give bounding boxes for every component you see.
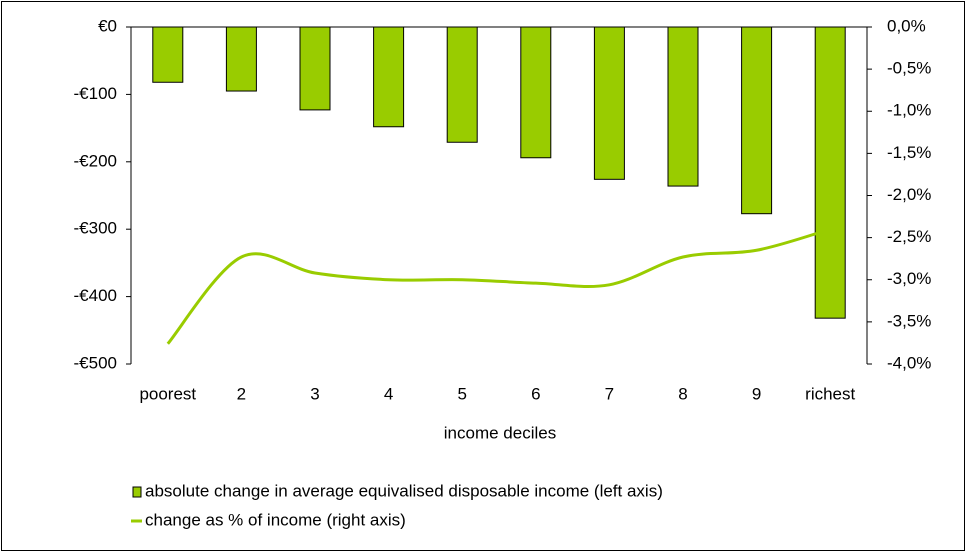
x-axis-label: income deciles — [444, 423, 556, 442]
y2-tick-label: -3,5% — [887, 311, 931, 330]
bar — [741, 26, 773, 215]
y2-tick-label: -1,5% — [887, 143, 931, 162]
x-tick-label: richest — [805, 384, 855, 403]
y2-tick-label: -4,0% — [887, 353, 931, 372]
x-tick-label: 7 — [605, 384, 614, 403]
x-tick-label: 3 — [310, 384, 319, 403]
y2-tick-label: 0,0% — [887, 16, 926, 35]
legend-label: absolute change in average equivalised d… — [145, 481, 663, 500]
bar — [520, 26, 552, 159]
bar — [225, 26, 257, 92]
y2-tick-label: -2,0% — [887, 185, 931, 204]
x-tick-label: 6 — [531, 384, 540, 403]
x-tick-label: 5 — [457, 384, 466, 403]
y2-tick-label: -3,0% — [887, 269, 931, 288]
y-tick-label: -€100 — [74, 84, 117, 103]
y2-tick-label: -2,5% — [887, 227, 931, 246]
bar — [814, 26, 846, 319]
y-tick-label: -€400 — [74, 286, 117, 305]
x-tick-label: 8 — [678, 384, 687, 403]
y-tick-label: -€300 — [74, 219, 117, 238]
x-tick-label: 4 — [384, 384, 393, 403]
line — [166, 227, 831, 345]
bar — [593, 26, 625, 180]
bar — [446, 26, 478, 143]
bar — [299, 26, 331, 111]
legend-swatch — [132, 486, 142, 498]
x-tick-label: poorest — [139, 384, 196, 403]
x-tick-label: 2 — [237, 384, 246, 403]
legend-label: change as % of income (right axis) — [145, 510, 406, 529]
y-tick-label: -€500 — [74, 353, 117, 372]
y-tick-label: €0 — [98, 16, 117, 35]
y-tick-label: -€200 — [74, 151, 117, 170]
bar — [152, 26, 184, 83]
x-tick-label: 9 — [752, 384, 761, 403]
bar — [373, 26, 405, 128]
y2-tick-label: -1,0% — [887, 101, 931, 120]
y2-tick-label: -0,5% — [887, 59, 931, 78]
bar — [667, 26, 699, 187]
